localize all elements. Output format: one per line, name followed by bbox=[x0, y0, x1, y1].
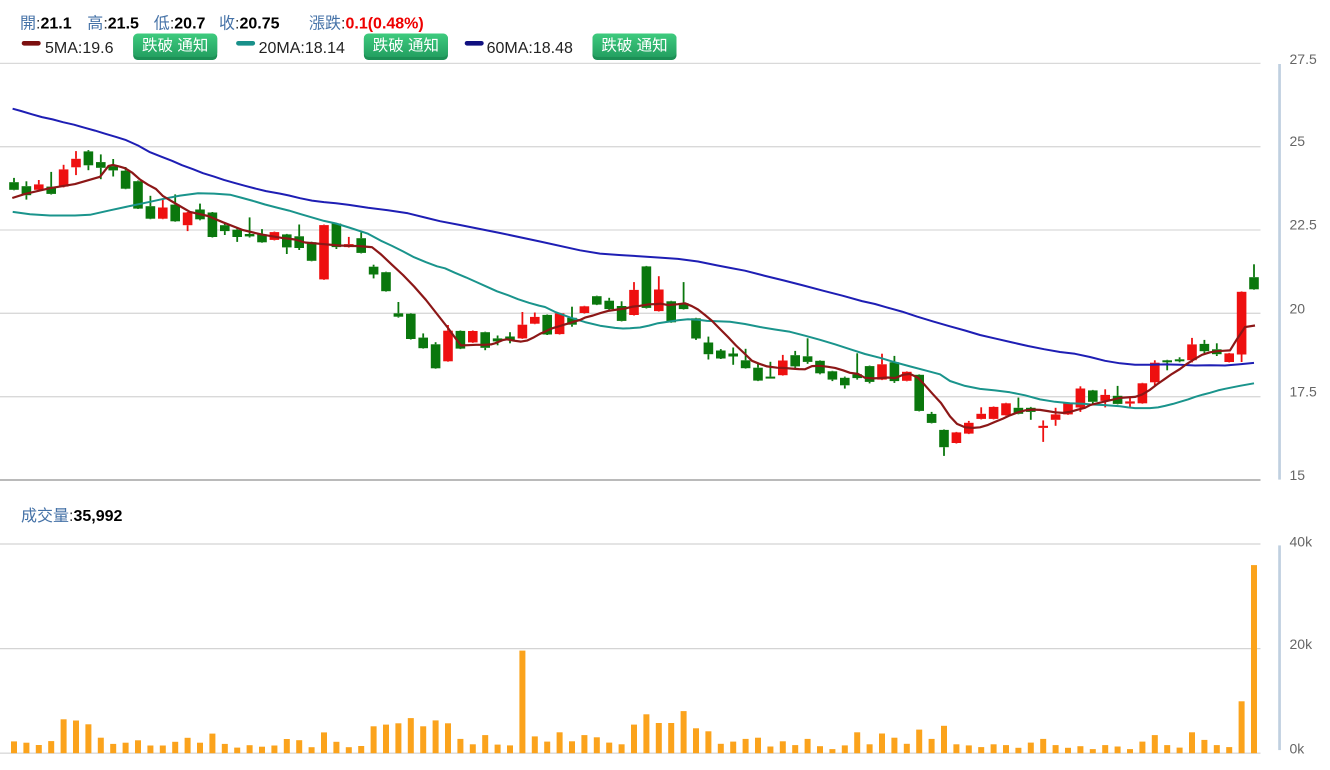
svg-text:60MA:18.48: 60MA:18.48 bbox=[487, 40, 573, 57]
svg-text:20: 20 bbox=[1290, 301, 1306, 317]
svg-text:跌破 通知: 跌破 通知 bbox=[142, 37, 208, 55]
svg-text:低:20.7: 低:20.7 bbox=[154, 15, 206, 33]
svg-text:25: 25 bbox=[1290, 133, 1306, 149]
svg-text:收:20.75: 收:20.75 bbox=[219, 15, 280, 33]
svg-text:27.5: 27.5 bbox=[1290, 51, 1317, 67]
svg-text:17.5: 17.5 bbox=[1290, 384, 1317, 400]
svg-text:高:21.5: 高:21.5 bbox=[87, 15, 139, 33]
svg-text:成交量:35,992: 成交量:35,992 bbox=[21, 507, 123, 525]
svg-text:15: 15 bbox=[1290, 467, 1306, 483]
svg-text:20MA:18.14: 20MA:18.14 bbox=[259, 40, 345, 57]
svg-text:20k: 20k bbox=[1290, 636, 1314, 652]
svg-text:0k: 0k bbox=[1290, 741, 1306, 757]
svg-text:開:21.1: 開:21.1 bbox=[20, 16, 72, 33]
svg-text:40k: 40k bbox=[1290, 534, 1314, 550]
svg-text:跌破 通知: 跌破 通知 bbox=[601, 37, 667, 55]
svg-text:5MA:19.6: 5MA:19.6 bbox=[45, 40, 114, 57]
svg-text:漲跌:0.1(0.48%): 漲跌:0.1(0.48%) bbox=[309, 15, 424, 33]
svg-text:跌破 通知: 跌破 通知 bbox=[373, 37, 439, 55]
svg-text:22.5: 22.5 bbox=[1290, 217, 1317, 233]
